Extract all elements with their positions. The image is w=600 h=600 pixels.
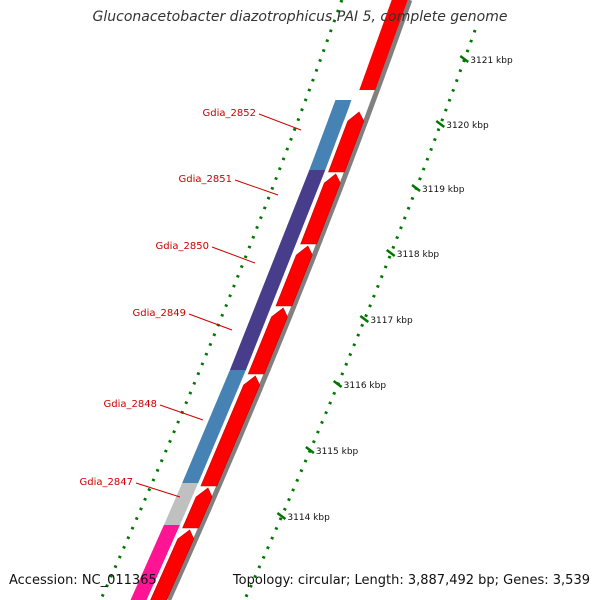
- ruler-label: 3119 kbp: [422, 185, 465, 195]
- gene-label: Gdia_2847: [80, 477, 133, 488]
- topology-text: Topology: circular; Length: 3,887,492 bp…: [232, 573, 590, 588]
- ruler-label: 3117 kbp: [370, 316, 413, 326]
- gene-leader-line: [159, 404, 204, 421]
- ruler-label: 3118 kbp: [397, 250, 440, 260]
- gene-label: Gdia_2848: [104, 399, 157, 410]
- forward-gene: [328, 111, 365, 173]
- reverse-track-gap: [333, 0, 390, 100]
- gene-label: Gdia_2852: [203, 108, 256, 119]
- gene-label: Gdia_2849: [133, 308, 186, 319]
- ruler-major-tick: [435, 120, 446, 128]
- gene-label: Gdia_2850: [156, 241, 209, 252]
- backbone: [166, 0, 413, 600]
- forward-gene: [182, 487, 213, 529]
- ruler-major-tick: [459, 55, 470, 63]
- tick-marks: [99, 0, 477, 600]
- forward-strand-genes: [150, 0, 408, 600]
- gene-leader-line: [188, 313, 233, 331]
- gene-leader-line: [234, 179, 279, 196]
- gene-leader-line: [211, 246, 256, 264]
- reverse-gene-pink: [130, 525, 180, 600]
- ruler-major-tick: [276, 512, 287, 520]
- ruler-tick-track: [243, 29, 477, 600]
- gene-labels: Gdia_2852 Gdia_2851 Gdia_2850 Gdia_2849 Gdia…: [80, 108, 302, 498]
- ruler-major-tick: [359, 315, 370, 323]
- ruler-label: 3120 kbp: [446, 121, 489, 131]
- reverse-gene-gdia-2852: [309, 105, 350, 170]
- gene-leader-line: [135, 482, 181, 498]
- ruler-label: 3121 kbp: [470, 56, 513, 66]
- ruler-major-tick: [332, 380, 343, 388]
- reverse-strand-genes: [130, 0, 390, 600]
- ruler-major-tick: [411, 184, 421, 192]
- ruler-label: 3115 kbp: [316, 447, 359, 457]
- gene-leader-line: [258, 113, 302, 131]
- accession-text: Accession: NC_011365: [9, 573, 157, 588]
- kbp-ruler: 3121 kbp 3120 kbp 3119 kbp 3118 kbp 3117 kbp…: [276, 55, 513, 523]
- forward-gene: [200, 375, 261, 487]
- forward-gene-top: [359, 0, 408, 90]
- reverse-gene-gdia-2848: [182, 370, 246, 483]
- forward-gene: [150, 529, 195, 600]
- reverse-gene-gdia-2850: [229, 170, 326, 370]
- genome-title: Gluconacetobacter diazotrophicus PAI 5, …: [92, 9, 508, 25]
- ruler-label: 3116 kbp: [344, 381, 387, 391]
- forward-gene: [300, 173, 341, 245]
- ruler-major-tick: [305, 446, 315, 454]
- forward-gene: [275, 245, 313, 307]
- gene-label: Gdia_2851: [179, 174, 232, 185]
- forward-gene: [247, 307, 288, 375]
- reverse-gene-gdia-2847: [163, 483, 199, 525]
- left-tick-track: [99, 0, 344, 600]
- backbone-line: [166, 0, 413, 600]
- ruler-label: 3114 kbp: [287, 513, 330, 523]
- ruler-major-tick: [385, 249, 396, 257]
